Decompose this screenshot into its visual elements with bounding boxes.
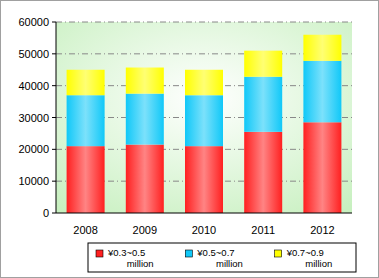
bar-segment <box>67 95 105 146</box>
legend-label: ¥0.3~0.5 million <box>107 247 154 269</box>
x-tick-label: 2010 <box>192 224 216 236</box>
y-tick-label: 0 <box>43 207 49 219</box>
bar-segment <box>303 35 341 61</box>
y-tick-label: 20000 <box>18 143 49 155</box>
x-tick-label: 2012 <box>310 224 334 236</box>
bar-segment <box>185 146 223 213</box>
bar-segment <box>67 146 105 213</box>
legend-label: ¥0.5~0.7 million <box>196 247 243 269</box>
y-axis <box>56 22 57 213</box>
y-tick-label: 30000 <box>18 112 49 124</box>
bar-segment <box>126 145 164 213</box>
chart: 0 10000 20000 30000 40000 50000 60000 2008 2009 2… <box>0 0 379 278</box>
bar-segment <box>185 70 223 95</box>
y-tick-label: 40000 <box>18 80 49 92</box>
bar-segment <box>67 70 105 95</box>
y-tick-label: 50000 <box>18 48 49 60</box>
y-tick-label: 60000 <box>18 16 49 28</box>
frame <box>1 1 379 278</box>
legend-swatch <box>185 250 192 257</box>
tick <box>52 181 56 182</box>
bar-segment <box>244 132 282 213</box>
x-tick-label: 2011 <box>251 224 275 236</box>
bar-segment <box>126 68 164 94</box>
grid-line <box>56 22 352 23</box>
tick <box>52 22 56 23</box>
legend-label: ¥0.7~0.9 million <box>286 247 333 269</box>
legend-swatch <box>96 250 103 257</box>
x-tick-label: 2009 <box>133 224 157 236</box>
bar-segment <box>303 122 341 213</box>
x-axis <box>56 213 352 214</box>
bar-segment <box>126 94 164 145</box>
plot-area <box>56 22 352 213</box>
tick <box>52 53 56 54</box>
bar-segment <box>244 77 282 132</box>
x-tick-label: 2008 <box>73 224 97 236</box>
tick <box>52 149 56 150</box>
legend-swatch <box>275 250 282 257</box>
tick <box>52 213 56 214</box>
tick <box>52 117 56 118</box>
bar-segment <box>244 51 282 77</box>
legend <box>88 243 356 272</box>
bars <box>67 35 342 213</box>
tick <box>52 85 56 86</box>
bar-segment <box>303 61 341 122</box>
bar-segment <box>185 95 223 146</box>
y-tick-label: 10000 <box>18 175 49 187</box>
